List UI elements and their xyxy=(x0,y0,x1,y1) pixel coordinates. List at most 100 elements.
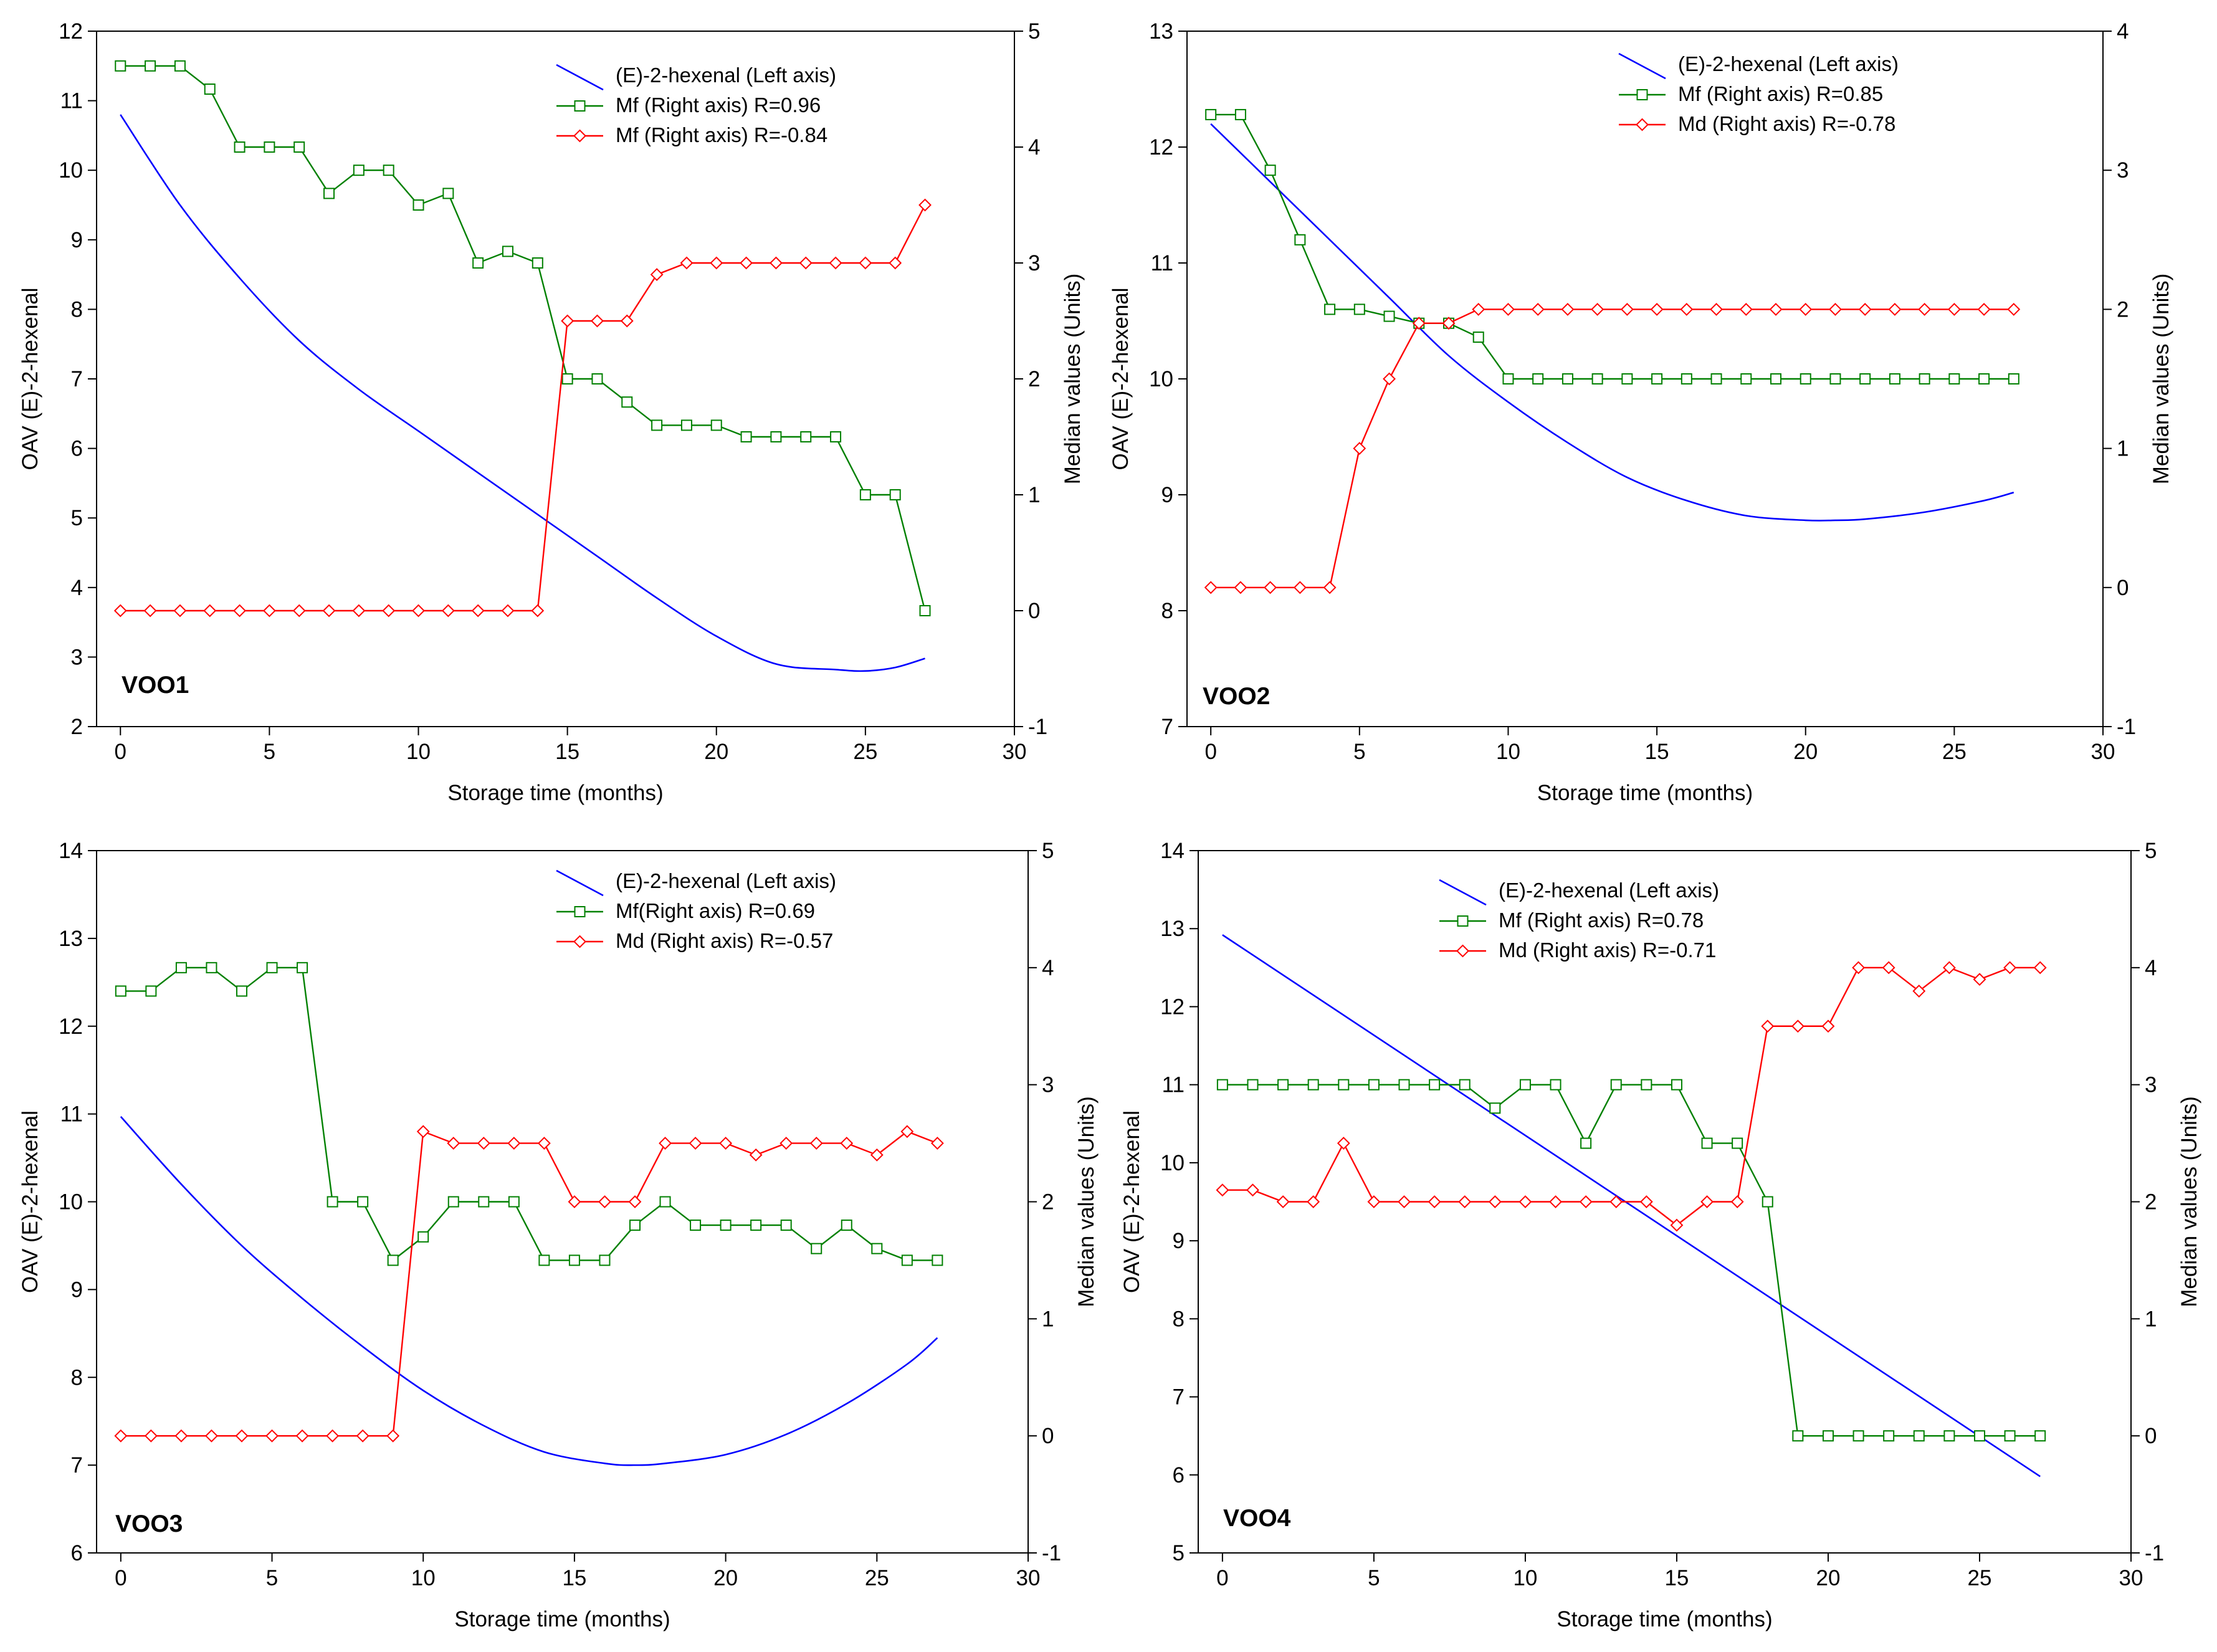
y-right-tick-label: -1 xyxy=(2117,715,2136,739)
data-point-diamond xyxy=(1942,961,1956,975)
x-tick-label: 5 xyxy=(1368,1566,1380,1590)
data-point-square xyxy=(206,962,217,973)
y-left-tick-label: 7 xyxy=(1161,715,1173,739)
data-point-square xyxy=(532,257,543,269)
data-point-diamond xyxy=(322,604,336,618)
y-right-tick-label: 2 xyxy=(1028,367,1040,391)
y-left-tick-label: 8 xyxy=(71,1365,83,1390)
data-point-square xyxy=(1234,108,1246,120)
data-point-diamond xyxy=(870,1148,884,1162)
y-right-tick-label: 1 xyxy=(1042,1307,1054,1331)
data-point-square xyxy=(1368,1079,1380,1091)
data-point-square xyxy=(932,1254,943,1266)
data-point-diamond xyxy=(889,256,902,270)
data-point-diamond xyxy=(1821,1019,1835,1033)
data-point-square xyxy=(1338,1079,1350,1091)
data-point-square xyxy=(234,141,246,153)
panel-label: VOO3 xyxy=(115,1511,183,1537)
panel-label: VOO4 xyxy=(1223,1505,1291,1532)
x-axis-label: Storage time (months) xyxy=(447,781,663,805)
x-tick-label: 15 xyxy=(555,740,579,764)
y-right-tick-label: 2 xyxy=(2145,1190,2157,1215)
data-point-square xyxy=(750,1220,762,1231)
legend-diamond-icon xyxy=(573,935,586,948)
y-left-tick-label: 10 xyxy=(59,158,83,183)
y-right-tick-label: 0 xyxy=(2117,576,2129,600)
series-line-3 xyxy=(1211,308,2014,588)
data-point-diamond xyxy=(143,604,157,618)
data-point-square xyxy=(1532,373,1544,384)
y-right-tick-label: 4 xyxy=(2117,19,2129,44)
data-point-square xyxy=(1353,303,1365,315)
series-line-2 xyxy=(1222,1084,2041,1437)
data-point-diamond xyxy=(382,604,396,618)
data-point-diamond xyxy=(501,604,515,618)
data-point-square xyxy=(297,962,308,973)
data-point-square xyxy=(1489,1102,1501,1114)
x-tick-label: 10 xyxy=(411,1566,436,1590)
y-left-tick-label: 13 xyxy=(1149,19,1173,44)
data-point-diamond xyxy=(1609,1195,1623,1208)
y-left-tick-label: 2 xyxy=(71,715,83,739)
legend-entry: Mf (Right axis) R=-0.84 xyxy=(616,123,827,146)
data-point-diamond xyxy=(356,1429,369,1443)
data-point-diamond xyxy=(1918,302,1932,316)
data-point-diamond xyxy=(1977,302,1991,316)
data-point-diamond xyxy=(326,1429,340,1443)
data-point-square xyxy=(293,141,305,153)
legend-square-icon xyxy=(574,906,586,917)
data-point-diamond xyxy=(740,256,753,270)
legend-entry: (E)-2-hexenal (Left axis) xyxy=(616,64,836,87)
x-tick-label: 30 xyxy=(2091,740,2115,764)
data-point-square xyxy=(770,431,782,442)
y-right-tick-label: 4 xyxy=(1042,956,1054,980)
y-right-tick-label: 3 xyxy=(1042,1073,1054,1097)
data-point-square xyxy=(1800,373,1811,384)
x-tick-label: 20 xyxy=(1793,740,1818,764)
y-right-tick-label: 0 xyxy=(2145,1424,2157,1448)
data-point-square xyxy=(357,1196,369,1208)
legend-entry: Md (Right axis) R=-0.78 xyxy=(1678,112,1895,135)
data-point-diamond xyxy=(113,604,127,618)
data-point-diamond xyxy=(1472,302,1485,316)
y-left-tick-label: 7 xyxy=(71,367,83,391)
data-point-diamond xyxy=(1458,1195,1472,1208)
data-point-square xyxy=(1277,1079,1289,1091)
series-2 xyxy=(1216,1079,2046,1442)
data-point-diamond xyxy=(1323,581,1337,594)
data-point-square xyxy=(538,1254,550,1266)
data-point-square xyxy=(417,1231,429,1243)
data-point-diamond xyxy=(1204,581,1218,594)
data-point-diamond xyxy=(1710,302,1723,316)
y-right-axis-label: Median values (Units) xyxy=(1061,274,1085,484)
data-point-diamond xyxy=(1829,302,1842,316)
data-point-square xyxy=(115,60,126,72)
series-line-1 xyxy=(1210,123,2014,522)
data-point-square xyxy=(1472,332,1484,343)
data-point-diamond xyxy=(1739,302,1753,316)
data-point-square xyxy=(1919,373,1930,384)
data-point-diamond xyxy=(1799,302,1813,316)
data-point-square xyxy=(412,199,424,211)
data-point-square xyxy=(1561,373,1573,384)
data-point-square xyxy=(1398,1079,1410,1091)
series-1 xyxy=(1210,123,2014,522)
data-point-diamond xyxy=(1650,302,1664,316)
y-left-tick-label: 9 xyxy=(1173,1229,1185,1253)
data-point-square xyxy=(1294,234,1306,246)
data-point-diamond xyxy=(680,256,694,270)
series-line-3 xyxy=(120,1130,938,1437)
data-point-diamond xyxy=(1561,302,1575,316)
series-line-1 xyxy=(120,114,925,672)
y-right-tick-label: 3 xyxy=(1028,251,1040,275)
legend-diamond-icon xyxy=(1636,118,1649,131)
data-point-diamond xyxy=(1912,984,1926,998)
y-left-tick-label: 13 xyxy=(59,927,83,951)
data-point-diamond xyxy=(205,1429,218,1443)
chart-panel-1: 0 5 10 15 20 25 3023456789101112-1012345Storag… xyxy=(18,19,1085,805)
data-point-diamond xyxy=(203,604,217,618)
x-tick-label: 30 xyxy=(1016,1566,1041,1590)
data-point-diamond xyxy=(1973,973,1986,986)
legend-square-icon xyxy=(574,100,586,112)
data-point-square xyxy=(447,1196,459,1208)
